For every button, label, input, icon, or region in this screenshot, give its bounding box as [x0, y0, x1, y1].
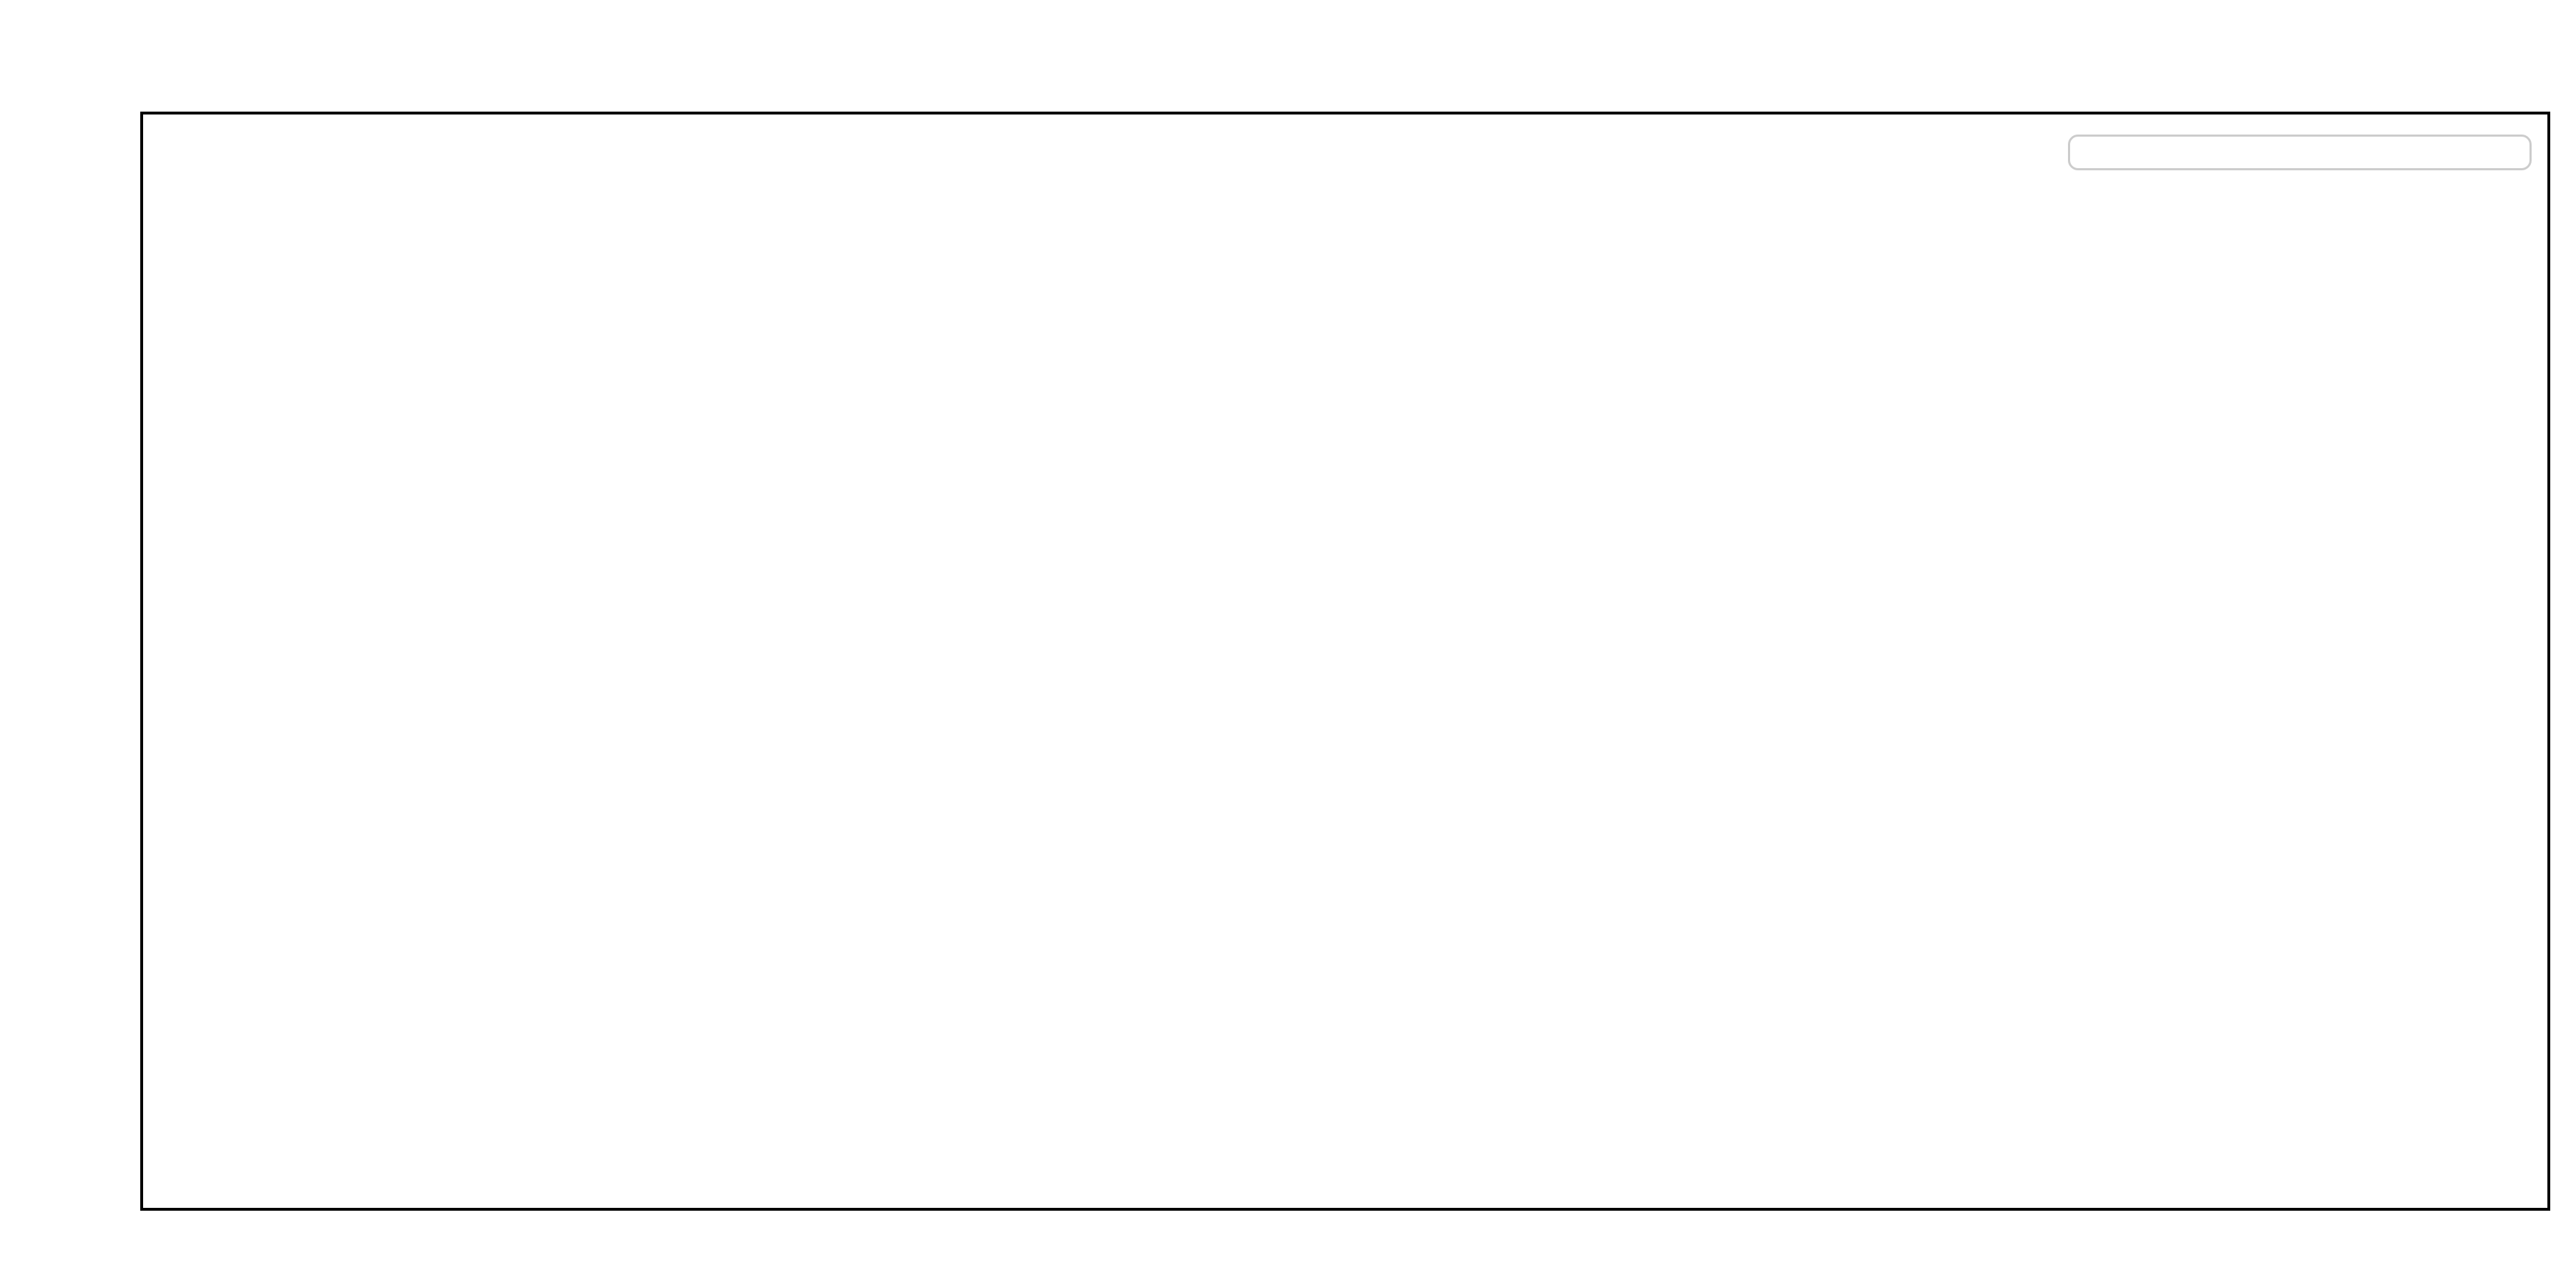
plot-area — [140, 112, 2550, 1211]
legend — [2068, 135, 2532, 170]
